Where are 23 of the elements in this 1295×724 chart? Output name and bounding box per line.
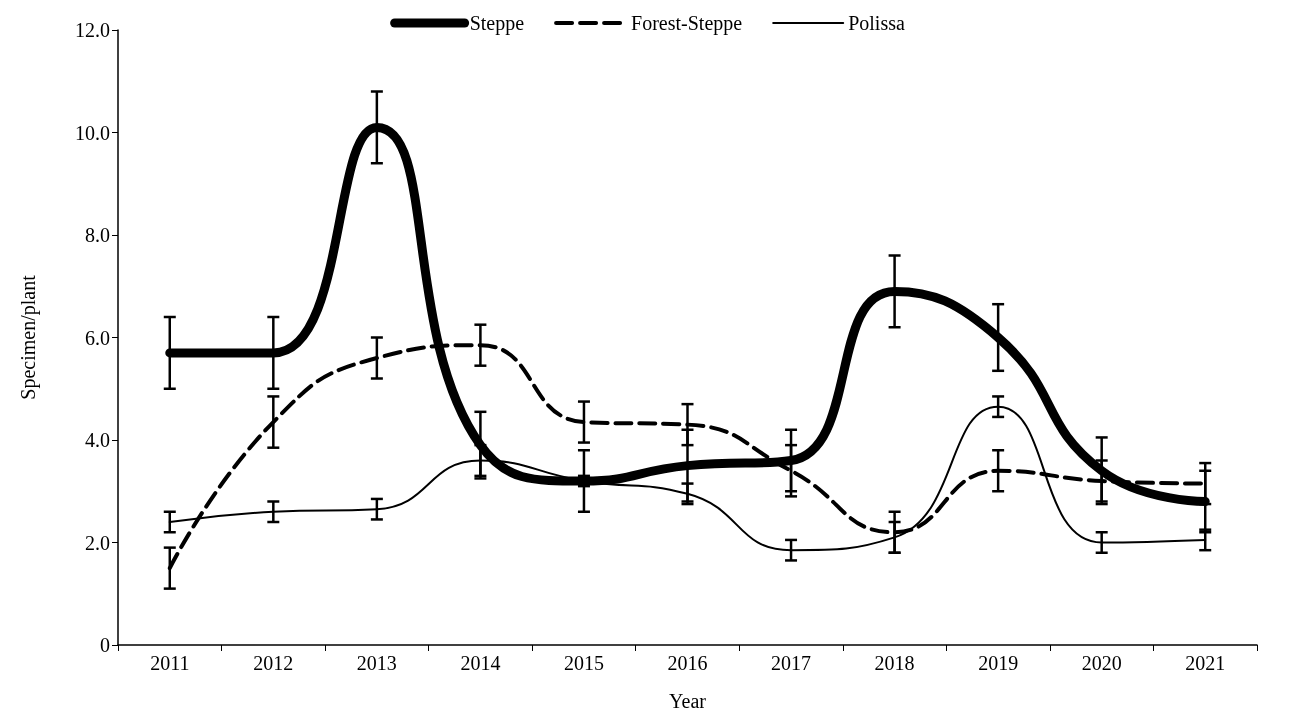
x-axis-title: Year <box>669 690 707 712</box>
legend-label: Steppe <box>469 12 525 35</box>
y-tick-label: 0 <box>100 634 110 656</box>
x-tick-label: 2019 <box>978 652 1019 674</box>
y-tick-label: 2.0 <box>85 531 110 554</box>
x-tick-label: 2018 <box>874 652 915 674</box>
y-axis-title: Specimen/plant <box>17 274 40 400</box>
x-tick-label: 2020 <box>1081 652 1122 674</box>
y-tick-label: 4.0 <box>85 429 110 451</box>
y-tick-label: 10.0 <box>75 121 110 144</box>
x-tick-label: 2011 <box>150 652 190 674</box>
x-tick-label: 2017 <box>771 652 812 674</box>
x-tick-label: 2012 <box>253 652 294 674</box>
x-tick-label: 2014 <box>460 652 501 674</box>
legend-label: Forest-Steppe <box>631 12 743 35</box>
x-tick-label: 2013 <box>356 652 397 674</box>
y-tick-label: 6.0 <box>85 326 110 349</box>
y-tick-label: 12.0 <box>75 19 110 41</box>
x-tick-label: 2016 <box>667 652 708 674</box>
x-tick-label: 2015 <box>563 652 604 674</box>
y-tick-label: 8.0 <box>85 224 110 246</box>
x-tick-label: 2021 <box>1185 652 1226 674</box>
legend-label: Polissa <box>848 12 905 34</box>
